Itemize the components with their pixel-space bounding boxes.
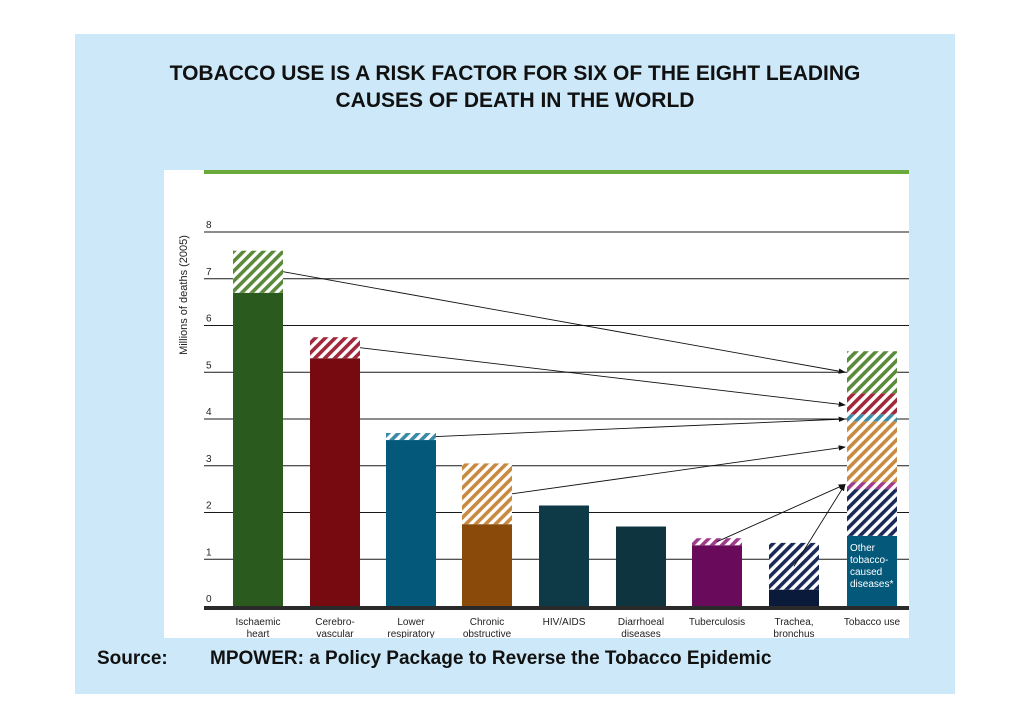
bar-0-tobacco-attributable [233, 250, 283, 293]
tobacco-use-segment-3 [847, 421, 897, 483]
y-tick-label-5: 5 [206, 360, 212, 371]
x-tick-label-5-line-1: diseases [621, 629, 660, 638]
y-tick-label-7: 7 [206, 267, 212, 278]
tobacco-use-segment-5 [847, 393, 897, 415]
x-tick-label-8-line-0: Tobacco use [844, 617, 901, 628]
x-tick-label-6-line-0: Tuberculosis [689, 617, 745, 628]
y-tick-label-2: 2 [206, 501, 212, 512]
tobacco-use-segment-6 [847, 351, 897, 394]
bar-2-tobacco-attributable [386, 433, 436, 441]
tobacco-use-segment-4 [847, 414, 897, 422]
x-tick-label-0-line-0: Ischaemic [235, 617, 280, 628]
other-tobacco-label-line-1: tobacco- [850, 555, 888, 566]
x-axis-baseline [204, 606, 909, 610]
bar-2-non-tobacco [386, 440, 436, 606]
bar-6-non-tobacco [692, 545, 742, 606]
bar-3-tobacco-attributable [462, 463, 512, 525]
bar-3-non-tobacco [462, 524, 512, 606]
x-tick-label-1-line-0: Cerebro- [315, 617, 354, 628]
x-tick-label-5-line-0: Diarrhoeal [618, 617, 664, 628]
tobacco-use-segment-2 [847, 482, 897, 490]
tobacco-arrow-5 [793, 483, 846, 567]
chart-top-accent-line [204, 170, 909, 174]
x-tick-label-7-line-1: bronchus [773, 629, 814, 638]
source-label: Source: [97, 648, 168, 669]
tobacco-use-segment-0 [847, 535, 897, 606]
slide-title: TOBACCO USE IS A RISK FACTOR FOR SIX OF … [75, 60, 955, 114]
x-tick-label-3-line-0: Chronic [470, 617, 504, 628]
tobacco-arrow-0 [282, 271, 846, 374]
x-tick-label-7-line-0: Trachea, [774, 617, 813, 628]
x-tick-label-0-line-1: heart [247, 629, 270, 638]
y-tick-label-1: 1 [206, 547, 212, 558]
x-tick-label-2-line-1: respiratory [387, 629, 434, 638]
tobacco-arrow-2 [435, 416, 846, 437]
y-tick-label-0: 0 [206, 594, 212, 605]
other-tobacco-label-line-0: Other [850, 543, 876, 554]
bar-1-non-tobacco [310, 358, 360, 606]
deaths-bar-chart: 0 1 2 3 4 5 6 7 8 Millions of deaths (2005) Othert… [178, 170, 909, 638]
x-tick-label-2-line-0: Lower [397, 617, 425, 628]
x-tick-label-1-line-1: vascular [316, 629, 354, 638]
source-text: MPOWER: a Policy Package to Reverse the … [210, 648, 772, 669]
bar-5-non-tobacco [616, 526, 666, 606]
y-tick-label-8: 8 [206, 220, 212, 231]
y-tick-label-6: 6 [206, 314, 212, 325]
bar-7-non-tobacco [769, 589, 819, 606]
slide-title-line-1: TOBACCO USE IS A RISK FACTOR FOR SIX OF … [169, 62, 861, 85]
y-tick-label-4: 4 [206, 407, 212, 418]
tobacco-arrow-3 [511, 445, 846, 495]
slide-title-line-2: CAUSES OF DEATH IN THE WORLD [335, 89, 695, 112]
other-tobacco-label-line-2: caused [850, 567, 882, 578]
tobacco-arrow-1 [359, 347, 846, 407]
tobacco-use-segment-1 [847, 489, 897, 536]
x-tick-label-4-line-0: HIV/AIDS [543, 617, 586, 628]
other-tobacco-label-line-3: diseases* [850, 579, 893, 590]
bar-0-non-tobacco [233, 292, 283, 606]
source-citation: Source: MPOWER: a Policy Package to Rever… [97, 648, 771, 670]
chart-panel: 0 1 2 3 4 5 6 7 8 Millions of deaths (2005) Other t… [164, 170, 909, 638]
y-axis-label: Millions of deaths (2005) [178, 235, 190, 355]
y-tick-label-3: 3 [206, 454, 212, 465]
bar-1-tobacco-attributable [310, 337, 360, 359]
x-tick-label-3-line-1: obstructive [463, 629, 512, 638]
tobacco-arrow-4 [716, 484, 846, 543]
bar-4-non-tobacco [539, 505, 589, 606]
